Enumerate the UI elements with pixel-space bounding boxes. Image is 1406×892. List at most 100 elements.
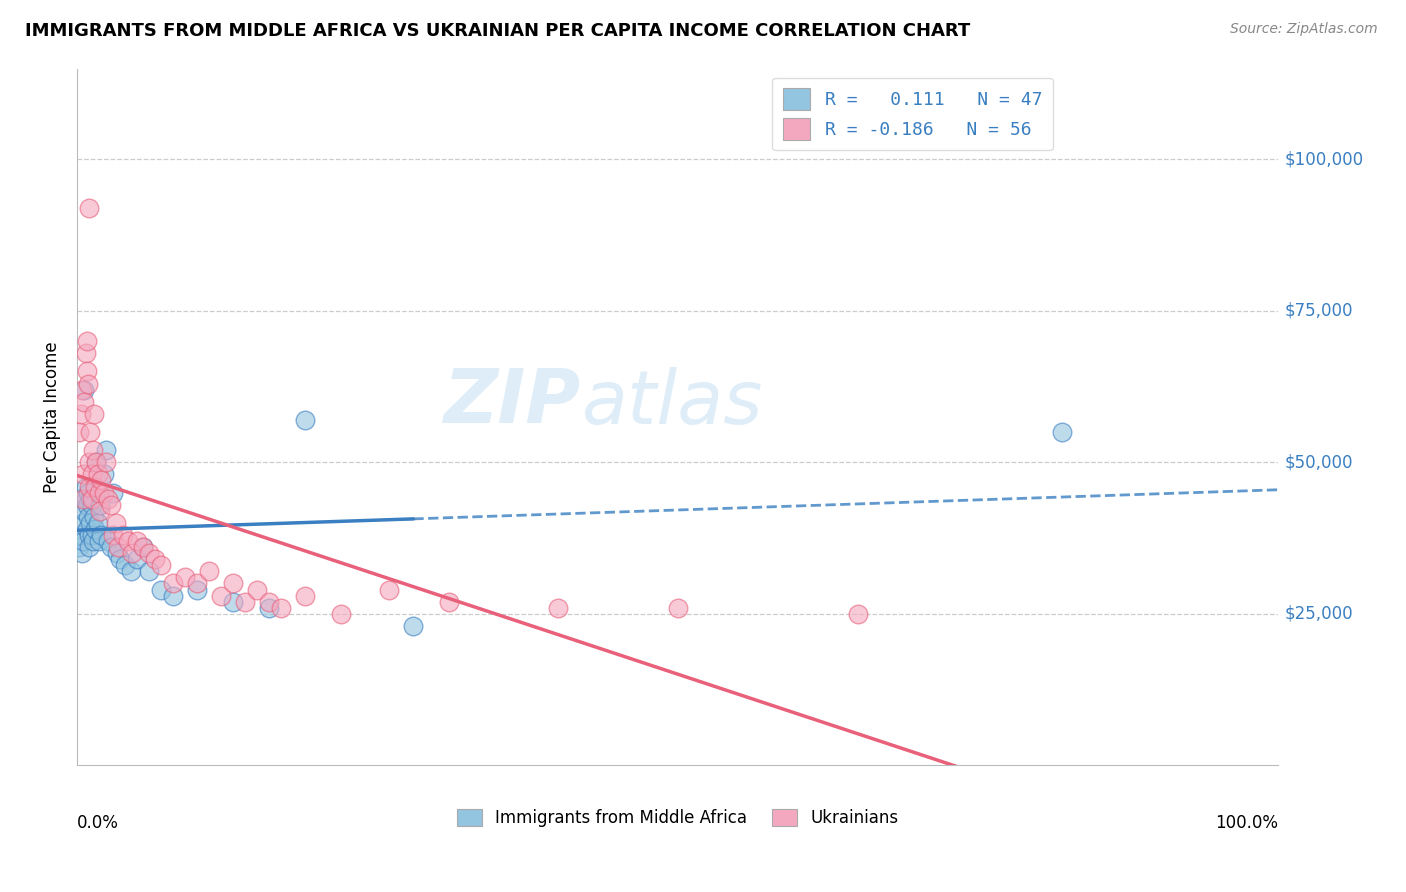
Point xyxy=(127,534,149,549)
Point xyxy=(101,485,124,500)
Text: $25,000: $25,000 xyxy=(1284,605,1353,623)
Point xyxy=(143,552,166,566)
Point xyxy=(127,552,149,566)
Point xyxy=(77,376,100,391)
Point xyxy=(93,467,115,482)
Point xyxy=(120,565,142,579)
Point xyxy=(117,534,139,549)
Text: ZIP: ZIP xyxy=(444,367,582,440)
Point xyxy=(94,455,117,469)
Point xyxy=(294,589,316,603)
Point xyxy=(87,485,110,500)
Point xyxy=(1050,425,1073,439)
Point xyxy=(84,522,107,536)
Point xyxy=(100,540,122,554)
Point xyxy=(233,594,256,608)
Point xyxy=(69,540,91,554)
Point xyxy=(162,576,184,591)
Text: IMMIGRANTS FROM MIDDLE AFRICA VS UKRAINIAN PER CAPITA INCOME CORRELATION CHART: IMMIGRANTS FROM MIDDLE AFRICA VS UKRAINI… xyxy=(25,22,970,40)
Point xyxy=(79,516,101,530)
Point xyxy=(93,485,115,500)
Point xyxy=(79,491,101,506)
Point xyxy=(89,498,111,512)
Point xyxy=(77,528,100,542)
Point xyxy=(73,383,96,397)
Point xyxy=(101,528,124,542)
Point xyxy=(846,607,869,621)
Point xyxy=(97,491,120,506)
Point xyxy=(246,582,269,597)
Point xyxy=(82,443,104,458)
Point xyxy=(75,479,97,493)
Legend: Immigrants from Middle Africa, Ukrainians: Immigrants from Middle Africa, Ukrainian… xyxy=(450,802,905,833)
Point xyxy=(84,479,107,493)
Point xyxy=(114,558,136,573)
Text: $75,000: $75,000 xyxy=(1284,301,1353,320)
Point xyxy=(198,565,221,579)
Point xyxy=(76,498,98,512)
Point xyxy=(83,407,105,421)
Point xyxy=(77,201,100,215)
Point xyxy=(75,491,97,506)
Point xyxy=(73,394,96,409)
Point xyxy=(150,582,173,597)
Point xyxy=(76,364,98,378)
Point xyxy=(80,491,103,506)
Point xyxy=(186,576,208,591)
Point xyxy=(79,425,101,439)
Point xyxy=(72,516,94,530)
Point xyxy=(77,509,100,524)
Point xyxy=(97,534,120,549)
Text: $100,000: $100,000 xyxy=(1284,151,1364,169)
Point xyxy=(186,582,208,597)
Point xyxy=(666,600,689,615)
Point xyxy=(107,540,129,554)
Point xyxy=(82,534,104,549)
Point xyxy=(547,600,569,615)
Point xyxy=(150,558,173,573)
Point xyxy=(86,467,108,482)
Point xyxy=(77,485,100,500)
Point xyxy=(111,528,134,542)
Point xyxy=(105,546,128,560)
Point xyxy=(70,546,93,560)
Text: atlas: atlas xyxy=(582,367,763,439)
Point xyxy=(138,565,160,579)
Y-axis label: Per Capita Income: Per Capita Income xyxy=(44,341,60,492)
Point xyxy=(72,467,94,482)
Point xyxy=(90,528,112,542)
Point xyxy=(72,534,94,549)
Point xyxy=(378,582,401,597)
Point xyxy=(110,552,132,566)
Point xyxy=(75,346,97,360)
Text: Source: ZipAtlas.com: Source: ZipAtlas.com xyxy=(1230,22,1378,37)
Point xyxy=(77,455,100,469)
Point xyxy=(69,528,91,542)
Point xyxy=(439,594,461,608)
Text: $50,000: $50,000 xyxy=(1284,453,1353,471)
Point xyxy=(270,600,292,615)
Point xyxy=(77,540,100,554)
Point xyxy=(69,425,91,439)
Point xyxy=(132,540,155,554)
Point xyxy=(90,474,112,488)
Point xyxy=(89,504,111,518)
Point xyxy=(86,455,108,469)
Point xyxy=(162,589,184,603)
Point xyxy=(72,491,94,506)
Point xyxy=(77,479,100,493)
Point xyxy=(76,334,98,348)
Point xyxy=(87,534,110,549)
Point xyxy=(104,516,127,530)
Point xyxy=(80,528,103,542)
Point xyxy=(138,546,160,560)
Point xyxy=(259,594,281,608)
Point xyxy=(294,413,316,427)
Point xyxy=(80,498,103,512)
Text: 100.0%: 100.0% xyxy=(1215,814,1278,832)
Point xyxy=(100,498,122,512)
Text: 0.0%: 0.0% xyxy=(77,814,120,832)
Point xyxy=(80,467,103,482)
Point xyxy=(76,522,98,536)
Point xyxy=(83,509,105,524)
